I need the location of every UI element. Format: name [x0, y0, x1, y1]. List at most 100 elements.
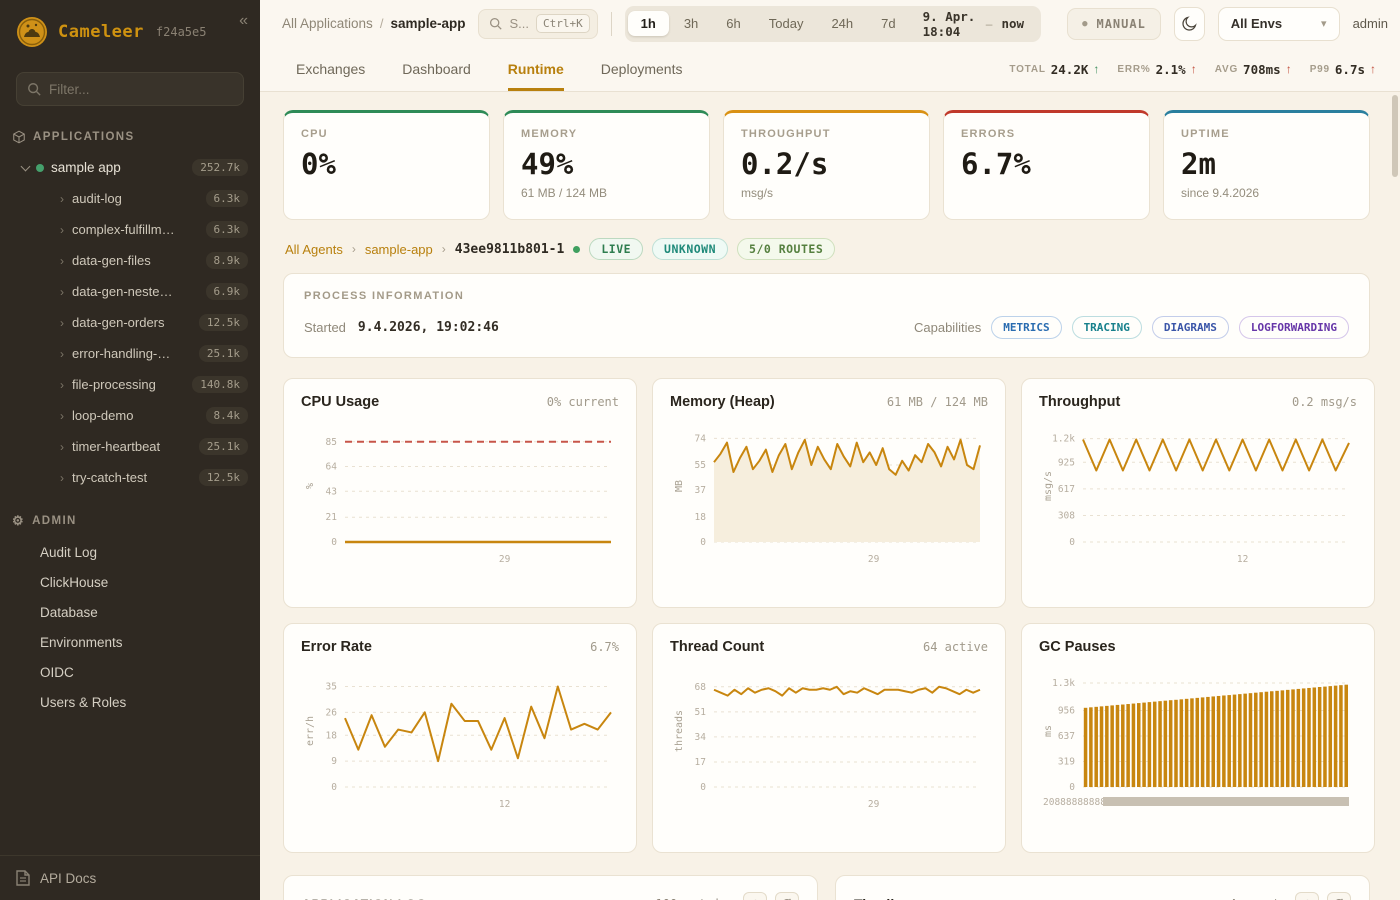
range-7d[interactable]: 7d: [868, 11, 908, 36]
metric-card-uptime: UPTIME 2m since 9.4.2026: [1163, 110, 1370, 220]
capabilities-label: Capabilities: [914, 320, 982, 335]
metric-card-memory: MEMORY 49% 61 MB / 124 MB: [503, 110, 710, 220]
sidebar-item-data-gen-nested[interactable]: › data-gen-neste… 6.9k: [0, 276, 260, 307]
item-label: audit-log: [72, 191, 122, 206]
stat-avg: AVG 708ms ↑: [1214, 61, 1292, 77]
metric-value: 49%: [521, 147, 574, 181]
chevron-right-icon: ›: [60, 284, 64, 299]
tab-exchanges[interactable]: Exchanges: [296, 60, 366, 77]
sidebar-item-clickhouse[interactable]: ClickHouse: [40, 574, 109, 590]
svg-text:925: 925: [1058, 457, 1075, 468]
refresh-icon-button[interactable]: [775, 892, 799, 900]
capability-diagrams: DIAGRAMS: [1151, 316, 1229, 339]
svg-text:2088888888888: 2088888888888: [1043, 797, 1118, 808]
chevron-right-icon: ›: [60, 439, 64, 454]
breadcrumb-current: sample-app: [390, 16, 466, 31]
svg-text:55: 55: [695, 460, 706, 471]
count-badge: 8.4k: [205, 407, 248, 424]
dark-mode-toggle-button[interactable]: [1173, 6, 1205, 41]
svg-text:308: 308: [1058, 510, 1075, 521]
stat-total: TOTAL 24.2K ↑: [1009, 61, 1100, 77]
download-icon-button[interactable]: [743, 892, 767, 900]
applications-section-header: APPLICATIONS: [0, 122, 260, 152]
chart-memory-heap: Memory (Heap) 61 MB / 124 MB 0 18 37 55 74 MB 2…: [652, 378, 1006, 608]
svg-text:msg/s: msg/s: [1043, 471, 1054, 501]
moon-icon: [1182, 16, 1197, 31]
document-icon: [16, 870, 30, 886]
sidebar-item-audit-log-admin[interactable]: Audit Log: [40, 544, 98, 560]
environment-selected-value: All Envs: [1230, 16, 1283, 31]
refresh-mode-manual-button[interactable]: ● MANUAL: [1067, 7, 1161, 40]
tab-dashboard[interactable]: Dashboard: [402, 60, 471, 77]
stat-p99: P99 6.7s ↑: [1309, 61, 1376, 77]
svg-text:ms: ms: [1043, 725, 1054, 737]
time-range-control: 1h 3h 6h Today 24h 7d 9. Apr. 18:04 – no…: [624, 5, 1042, 42]
agent-app-link[interactable]: sample-app: [364, 241, 433, 257]
admin-section-header: ⚙ ADMIN: [12, 513, 77, 528]
count-badge: 140.8k: [192, 376, 248, 393]
search-icon: [28, 83, 41, 96]
metric-value: 2m: [1181, 147, 1216, 181]
sidebar-item-sample-app[interactable]: sample app 252.7k: [0, 152, 260, 183]
sidebar-item-audit-log[interactable]: › audit-log 6.3k: [0, 183, 260, 214]
metric-value: 0%: [301, 147, 336, 181]
sidebar-item-file-processing[interactable]: › file-processing 140.8k: [0, 369, 260, 400]
gc-pauses-plot: 0 319 637 956 1.3k ms 2088888888888: [1039, 665, 1357, 820]
sidebar-item-try-catch-test[interactable]: › try-catch-test 12.5k: [0, 462, 260, 493]
sidebar-item-loop-demo[interactable]: › loop-demo 8.4k: [0, 400, 260, 431]
throughput-plot: 0 308 617 925 1.2k msg/s 12: [1039, 420, 1357, 575]
range-6h[interactable]: 6h: [713, 11, 753, 36]
sidebar-item-complex-fulfillm[interactable]: › complex-fulfillm… 6.3k: [0, 214, 260, 245]
svg-text:0: 0: [700, 537, 706, 548]
charts-grid: CPU Usage 0% current 0 21 43 64 85% 29 Memory …: [283, 378, 1375, 853]
sidebar-collapse-icon[interactable]: «: [239, 12, 248, 29]
scrollbar[interactable]: [1392, 95, 1398, 177]
time-dash: –: [985, 16, 993, 31]
sidebar-item-database[interactable]: Database: [40, 604, 98, 620]
time-from: 9. Apr. 18:04: [922, 8, 976, 39]
sidebar-item-timer-heartbeat[interactable]: › timer-heartbeat 25.1k: [0, 431, 260, 462]
chevron-right-icon: ›: [60, 470, 64, 485]
svg-text:29: 29: [499, 554, 511, 565]
breadcrumb-root-link[interactable]: All Applications: [282, 16, 373, 31]
chart-title: Memory (Heap): [670, 394, 775, 410]
timeline-title: Timeline: [854, 896, 911, 900]
range-3h[interactable]: 3h: [671, 11, 711, 36]
sidebar-item-oidc[interactable]: OIDC: [40, 664, 74, 680]
sidebar-filter-input[interactable]: Filter...: [16, 72, 244, 106]
svg-text:43: 43: [326, 486, 337, 497]
refresh-icon-button[interactable]: [1327, 892, 1351, 900]
capability-metrics: METRICS: [991, 316, 1062, 339]
range-1h[interactable]: 1h: [627, 11, 669, 36]
chart-thread-count: Thread Count 64 active 0 17 34 51 68 threads 29: [652, 623, 1006, 853]
svg-text:MB: MB: [674, 480, 685, 492]
brand-version: f24a5e5: [155, 25, 207, 39]
all-agents-link[interactable]: All Agents: [285, 241, 343, 257]
trend-up-icon: ↑: [1285, 62, 1292, 76]
svg-text:12: 12: [1237, 554, 1248, 565]
main-area: All Applications / sample-app S... Ctrl+…: [260, 0, 1400, 900]
range-today[interactable]: Today: [756, 11, 817, 36]
tab-deployments[interactable]: Deployments: [600, 60, 683, 77]
svg-text:319: 319: [1058, 756, 1075, 767]
count-badge: 25.1k: [198, 438, 248, 455]
sidebar-item-data-gen-files[interactable]: › data-gen-files 8.9k: [0, 245, 260, 276]
metric-value: 0.2/s: [741, 147, 829, 181]
sidebar-item-environments[interactable]: Environments: [40, 634, 123, 650]
svg-text:%: %: [305, 483, 316, 489]
tab-runtime[interactable]: Runtime: [507, 47, 564, 91]
sidebar-item-users-roles[interactable]: Users & Roles: [40, 694, 127, 710]
chart-title: Thread Count: [670, 639, 765, 655]
metric-label: THROUGHPUT: [741, 128, 831, 140]
metric-card-cpu: CPU 0%: [283, 110, 490, 220]
time-window-display[interactable]: 9. Apr. 18:04 – now: [911, 9, 1038, 39]
environment-select[interactable]: All Envs ▾: [1217, 6, 1340, 41]
username-label[interactable]: admin: [1352, 16, 1388, 31]
sidebar-item-error-handling[interactable]: › error-handling-… 25.1k: [0, 338, 260, 369]
download-icon-button[interactable]: [1295, 892, 1319, 900]
sidebar-item-api-docs[interactable]: API Docs: [0, 855, 260, 900]
sidebar-item-data-gen-orders[interactable]: › data-gen-orders 12.5k: [0, 307, 260, 338]
metric-sub: msg/s: [741, 186, 774, 200]
range-24h[interactable]: 24h: [818, 11, 866, 36]
global-search-input[interactable]: S... Ctrl+K: [478, 8, 598, 39]
